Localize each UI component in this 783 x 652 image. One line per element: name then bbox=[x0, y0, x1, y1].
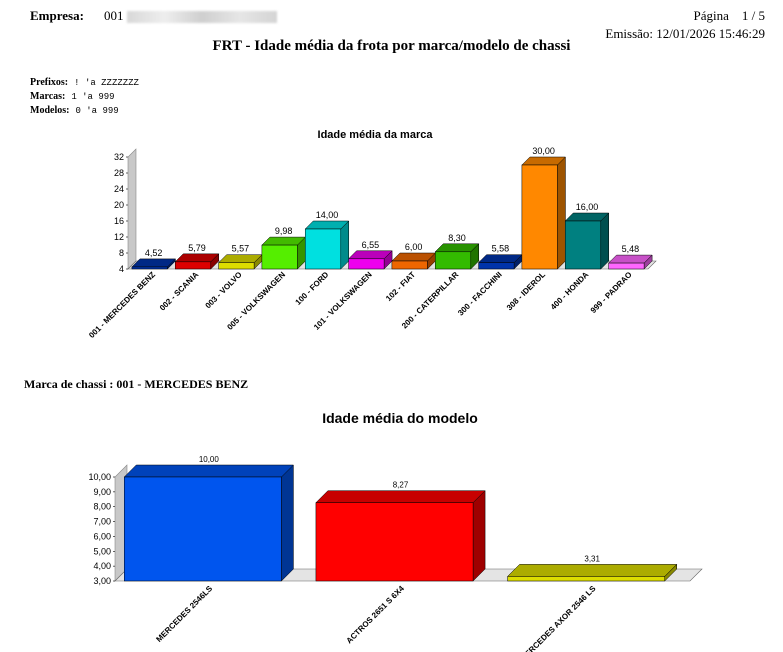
filter-modelos: Modelos: 0 'a 999 bbox=[30, 105, 119, 116]
y-tick-label: 12 bbox=[114, 232, 124, 242]
data-label: 30,00 bbox=[532, 146, 555, 156]
bar bbox=[521, 164, 558, 270]
bar bbox=[261, 244, 298, 270]
y-tick-label: 24 bbox=[114, 184, 124, 194]
x-tick-label: 100 - FORD bbox=[294, 270, 331, 307]
y-tick-label: 5,00 bbox=[93, 546, 111, 556]
y-tick-label: 10,00 bbox=[88, 472, 111, 482]
bar bbox=[608, 262, 645, 270]
filter-block: Prefixos:! 'a ZZZZZZZ Marcas: 1 'a 999 Mo… bbox=[30, 76, 139, 118]
bar bbox=[131, 266, 168, 270]
bar-side bbox=[557, 156, 566, 270]
bar-side bbox=[600, 212, 610, 270]
bar-top bbox=[506, 564, 678, 577]
bar-top bbox=[607, 254, 653, 264]
y-tick-label: 7,00 bbox=[93, 517, 111, 527]
data-label: 5,57 bbox=[232, 244, 250, 254]
data-label: 6,00 bbox=[405, 242, 423, 252]
bar bbox=[315, 502, 474, 582]
chart-wall bbox=[127, 148, 137, 270]
chart-title: Idade média da marca bbox=[318, 129, 434, 141]
section-brand-label: Marca de chassi : 001 - MERCEDES BENZ bbox=[24, 377, 249, 391]
bar bbox=[218, 262, 255, 270]
y-tick-label: 8 bbox=[119, 248, 124, 258]
data-label: 4,52 bbox=[145, 248, 163, 258]
bar-top bbox=[315, 490, 486, 503]
bar-top bbox=[391, 252, 437, 262]
x-tick-label: 003 - VOLVO bbox=[204, 270, 244, 310]
data-label: 6,55 bbox=[362, 240, 380, 250]
empresa-code: 001 bbox=[104, 8, 124, 23]
x-tick-label: MERCEDES 2546LS bbox=[154, 584, 214, 644]
x-tick-label: 102 - FIAT bbox=[384, 270, 417, 303]
data-label: 3,31 bbox=[584, 554, 600, 563]
bar-top bbox=[564, 212, 610, 222]
bar-side bbox=[281, 464, 294, 582]
bar-top bbox=[217, 254, 263, 263]
bar bbox=[174, 261, 212, 270]
report-title: FRT - Idade média da frota por marca/mod… bbox=[212, 38, 571, 54]
empresa-value: 001 bbox=[104, 8, 277, 24]
bar bbox=[391, 260, 428, 270]
bar bbox=[304, 228, 342, 270]
bar-top bbox=[521, 156, 567, 166]
bar bbox=[478, 262, 515, 270]
data-label: 14,00 bbox=[316, 210, 339, 220]
y-tick-label: 4,00 bbox=[93, 561, 111, 571]
empresa-label: Empresa: bbox=[30, 8, 84, 23]
data-label: 9,98 bbox=[275, 226, 293, 236]
x-tick-label: 400 - HONDA bbox=[549, 270, 591, 312]
y-tick-label: 32 bbox=[114, 152, 124, 162]
page-value: 1 / 5 bbox=[741, 8, 765, 23]
data-label: 8,27 bbox=[393, 481, 409, 490]
data-label: 5,79 bbox=[188, 243, 206, 253]
x-tick-label: 308 - IDEROL bbox=[505, 270, 547, 312]
filter-marcas: Marcas: 1 'a 999 bbox=[30, 91, 115, 102]
filter-prefixos: Prefixos:! 'a ZZZZZZZ bbox=[30, 77, 139, 88]
bar bbox=[507, 576, 666, 582]
bar-top bbox=[477, 254, 523, 263]
redacted-company-name bbox=[126, 11, 277, 24]
x-tick-label: MERCEDES AXOR 2546 LS bbox=[518, 584, 598, 652]
x-tick-label: 999 - PADRAO bbox=[589, 270, 634, 315]
bar-top bbox=[261, 236, 307, 246]
y-tick-label: 3,00 bbox=[93, 576, 111, 586]
chart-title: Idade média do modelo bbox=[322, 410, 478, 426]
y-tick-label: 6,00 bbox=[93, 531, 111, 541]
bar bbox=[434, 251, 472, 270]
y-tick-label: 16 bbox=[114, 216, 124, 226]
data-label: 16,00 bbox=[576, 202, 599, 212]
bar-top bbox=[347, 250, 393, 260]
bar-top bbox=[131, 258, 177, 268]
bar-top bbox=[123, 464, 295, 478]
data-label: 10,00 bbox=[199, 455, 220, 464]
bar bbox=[564, 220, 602, 270]
bar-side bbox=[340, 220, 350, 270]
emission-date: Emissão: 12/01/2026 15:46:29 bbox=[605, 26, 765, 41]
data-label: 5,58 bbox=[492, 244, 510, 254]
bar-top bbox=[434, 243, 480, 253]
bar-side bbox=[472, 490, 486, 582]
y-tick-label: 8,00 bbox=[93, 502, 111, 512]
x-tick-label: 001 - MERCEDES BENZ bbox=[87, 270, 157, 340]
y-tick-label: 28 bbox=[114, 168, 124, 178]
y-tick-label: 4 bbox=[119, 264, 124, 274]
bar bbox=[348, 258, 385, 270]
x-tick-label: ACTROS 2651 S 6X4 bbox=[345, 584, 407, 646]
x-tick-label: 002 - SCANIA bbox=[158, 270, 201, 313]
x-tick-label: 300 - FACCHINI bbox=[456, 270, 504, 318]
data-label: 8,30 bbox=[448, 233, 466, 243]
bar-top bbox=[174, 253, 220, 263]
y-tick-label: 9,00 bbox=[93, 487, 111, 497]
page-label: Página bbox=[693, 8, 729, 23]
y-tick-label: 20 bbox=[114, 200, 124, 210]
bar bbox=[124, 476, 282, 582]
bar-top bbox=[304, 220, 350, 230]
data-label: 5,48 bbox=[622, 244, 640, 254]
page-indicator: Página 1 / 5 bbox=[693, 8, 765, 24]
